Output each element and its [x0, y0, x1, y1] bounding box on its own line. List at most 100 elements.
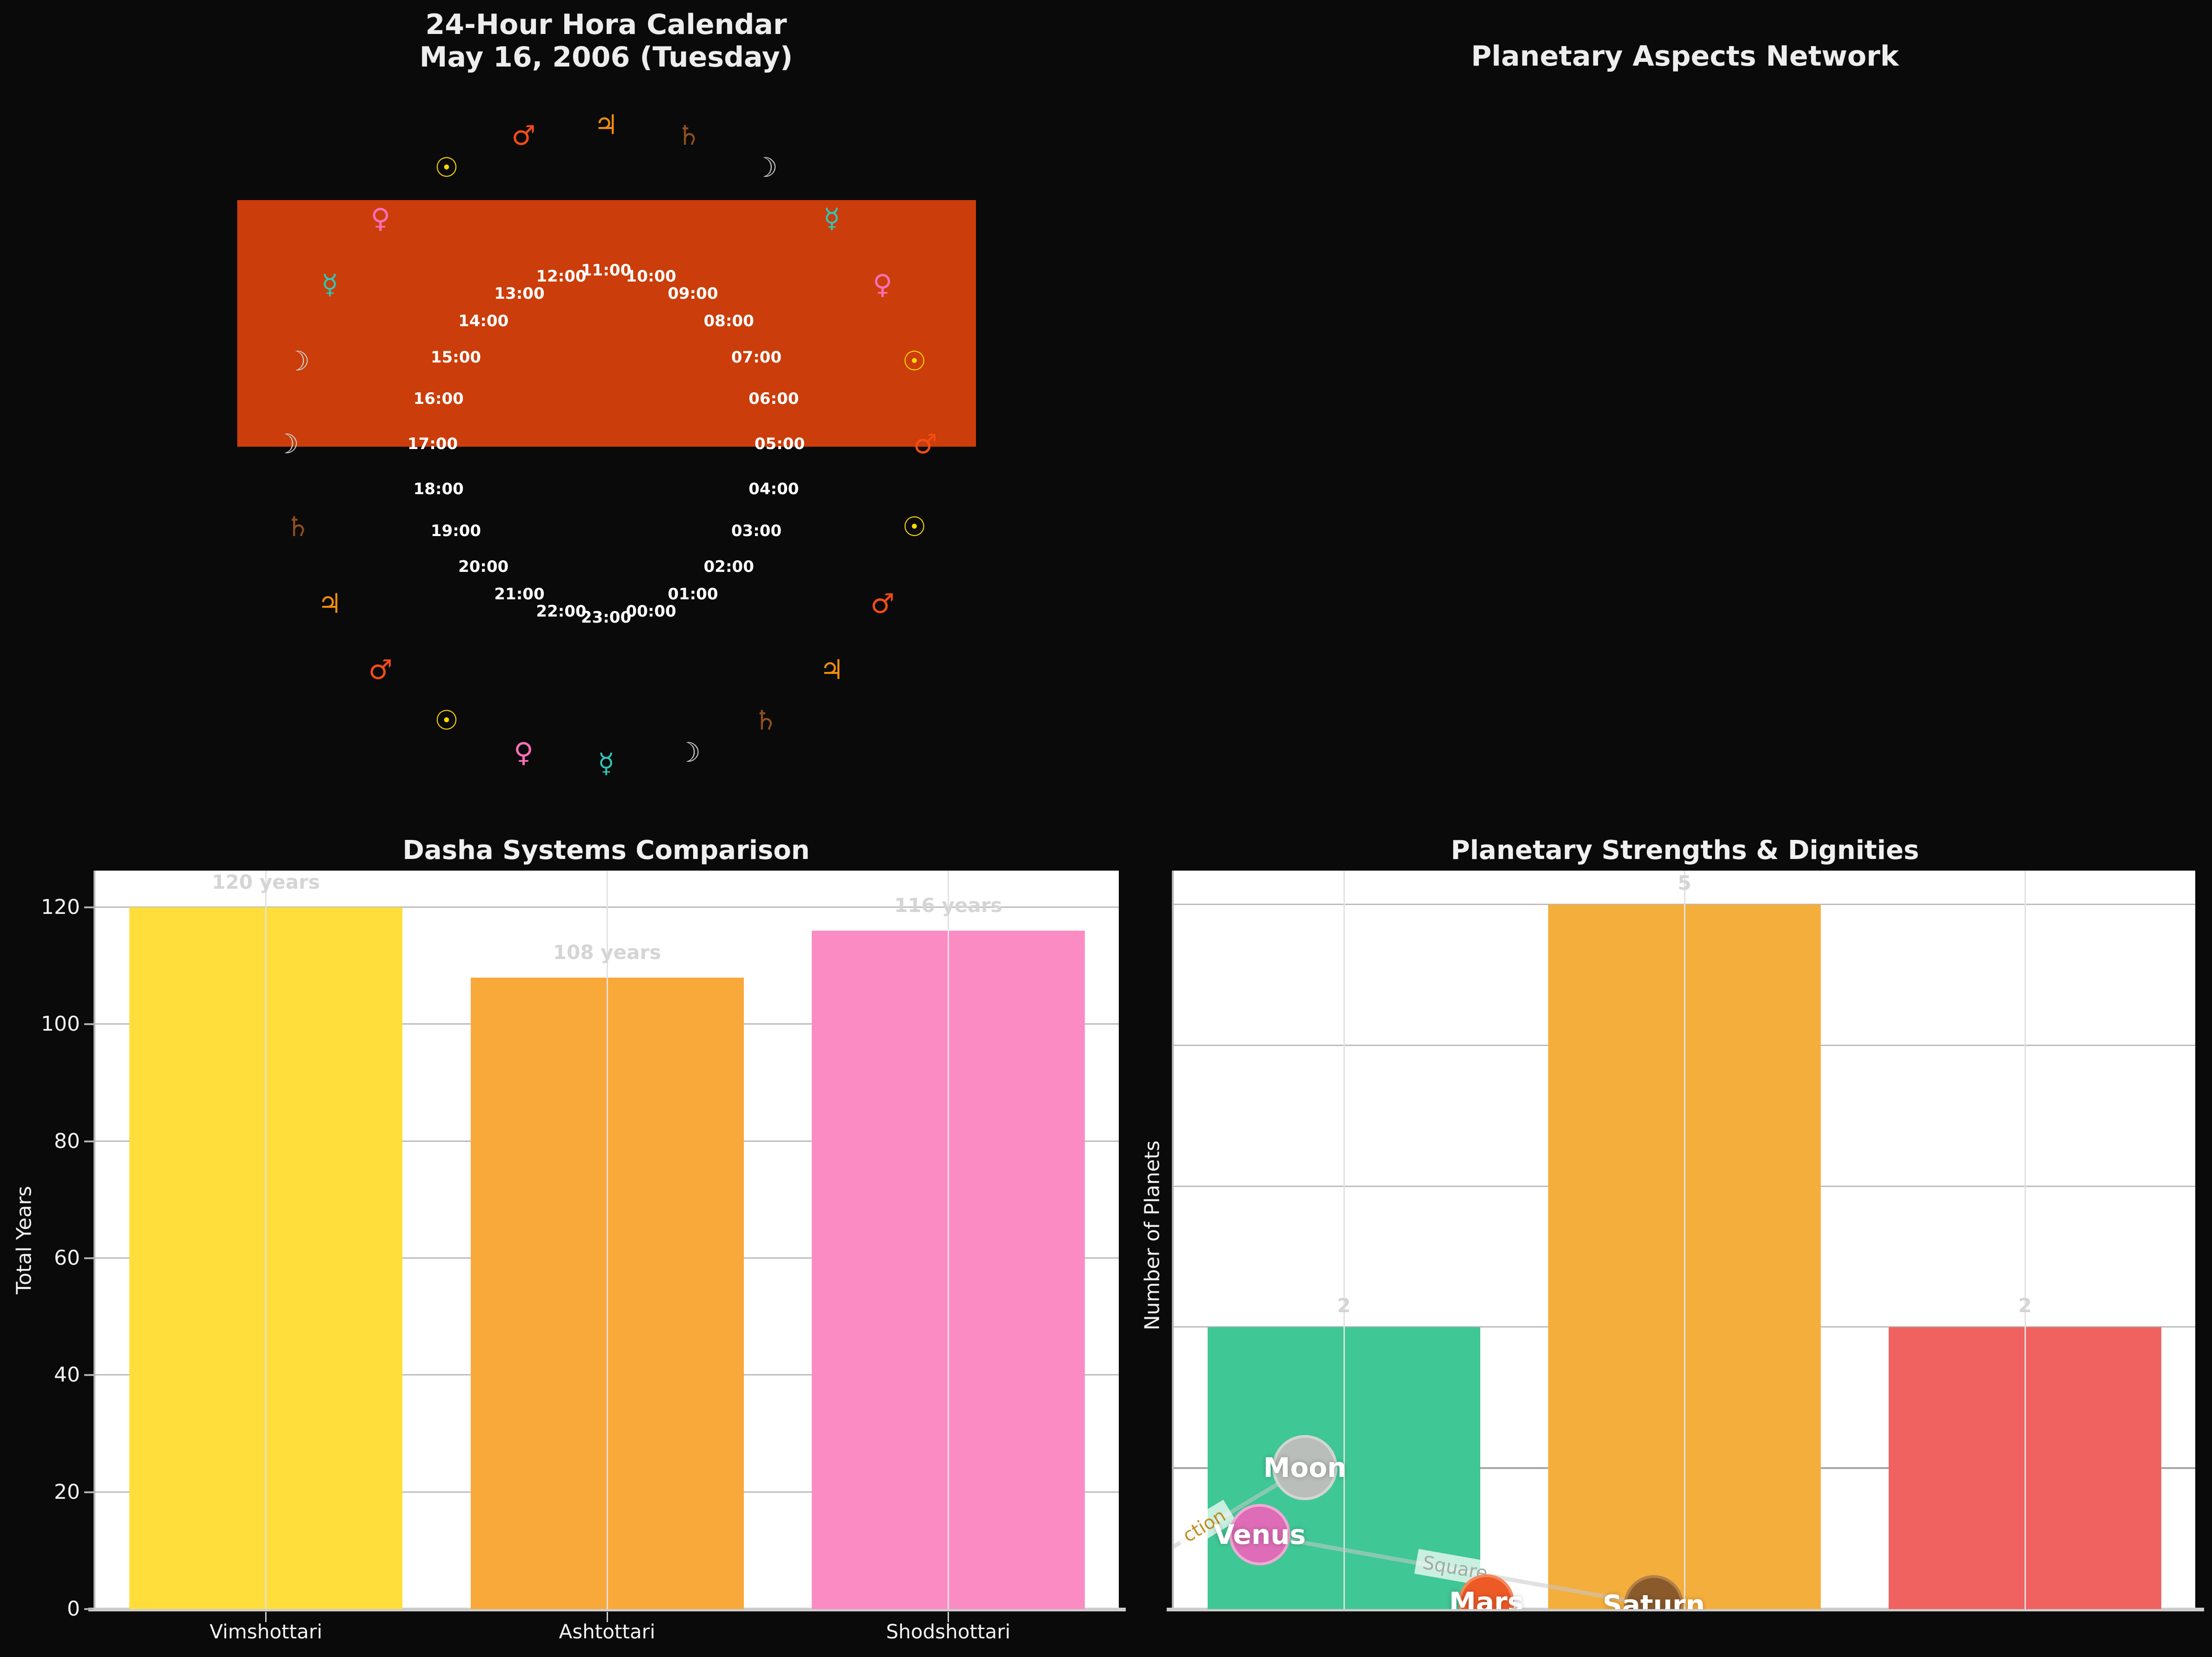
x-tick-label-Ashtottari: Ashtottari [559, 1620, 655, 1643]
hora-time-09:00: 09:00 [668, 284, 718, 303]
moon-symbol: ☽ [676, 736, 701, 768]
hora-time-19:00: 19:00 [430, 521, 481, 540]
moon-symbol: ☽ [286, 345, 310, 377]
mars-symbol: ♂ [511, 120, 536, 152]
venus-symbol: ♀ [514, 736, 534, 768]
moon-symbol: ☽ [275, 428, 299, 460]
mercury-symbol: ☿ [321, 268, 338, 300]
sun-symbol: ☉ [434, 704, 459, 737]
hora-time-01:00: 01:00 [668, 585, 718, 604]
y-tick-label-80: 80 [54, 1129, 80, 1153]
hora-time-14:00: 14:00 [458, 312, 509, 331]
hora-time-20:00: 20:00 [458, 557, 509, 576]
planet-node-venus [1229, 1504, 1290, 1565]
y-tick-label-60: 60 [54, 1246, 80, 1270]
hora-time-22:00: 22:00 [536, 602, 587, 621]
hora-time-07:00: 07:00 [731, 348, 782, 367]
hora-time-10:00: 10:00 [626, 267, 676, 286]
y-tick-label-0: 0 [67, 1597, 80, 1621]
hora-time-04:00: 04:00 [748, 479, 799, 498]
moon-symbol: ☽ [754, 151, 778, 183]
bar-value-label: 116 years [894, 894, 1002, 917]
y-tick-label-120: 120 [41, 895, 80, 919]
x-tick-label-Shodshottari: Shodshottari [886, 1620, 1011, 1643]
gridline-x-1 [606, 871, 608, 1609]
hora-time-17:00: 17:00 [407, 435, 458, 453]
bar-value-label: 108 years [553, 940, 662, 964]
strengths-y-axis-label: Number of Planets [1140, 1140, 1164, 1330]
hora-title-line1: 24-Hour Hora Calendar [425, 8, 787, 41]
hora-time-03:00: 03:00 [731, 521, 782, 540]
dasha-plot-area: 120 years 108 years 116 years [95, 871, 1119, 1609]
dasha-y-axis-label: Total Years [12, 1186, 36, 1295]
dasha-left-spine [94, 871, 95, 1611]
saturn-symbol: ♄ [286, 510, 310, 543]
planet-node-label: Saturn [1603, 1589, 1705, 1609]
gridline-x-2 [2024, 871, 2026, 1609]
x-tick-Vimshottari [265, 1612, 267, 1622]
mercury-symbol: ☿ [823, 202, 840, 234]
hora-time-11:00: 11:00 [581, 261, 632, 280]
saturn-symbol: ♄ [754, 704, 778, 737]
saturn-symbol: ♄ [676, 120, 701, 152]
y-tick-120 [84, 906, 94, 908]
jupiter-symbol: ♃ [820, 654, 844, 686]
y-tick-40 [84, 1374, 94, 1376]
mars-symbol: ♂ [913, 428, 937, 460]
gridline-x-0 [1343, 871, 1345, 1609]
hora-time-02:00: 02:00 [703, 557, 754, 576]
hora-time-00:00: 00:00 [626, 602, 676, 621]
y-tick-60 [84, 1257, 94, 1259]
hora-time-08:00: 08:00 [703, 312, 754, 331]
dasha-x-axis [88, 1608, 1126, 1611]
gridline-x-2 [947, 871, 949, 1609]
y-tick-100 [84, 1023, 94, 1026]
hora-clock: 00:00 ☽ 01:00 ♄ 02:00 ♃ 03:00 ♂ 04:00 ☉ 05:00 ♂ 06:0… [0, 0, 1116, 838]
strengths-plot-area: 2 5 2 ction Square Moon Venus Mars Saturn [1174, 871, 2195, 1609]
hora-time-23:00: 23:00 [581, 608, 632, 627]
hora-time-06:00: 06:00 [748, 389, 799, 409]
planet-node-label: Venus [1213, 1519, 1306, 1550]
gridline-x-1 [1684, 871, 1685, 1609]
y-tick-0 [84, 1608, 94, 1610]
strengths-chart-title: Planetary Strengths & Dignities [1450, 835, 1919, 865]
bar-value-label: 5 [1677, 872, 1691, 894]
x-tick-Ashtottari [606, 1612, 608, 1622]
x-tick-Shodshottari [947, 1612, 949, 1622]
gridline-x-0 [265, 871, 267, 1609]
hora-time-05:00: 05:00 [754, 435, 805, 453]
jupiter-symbol: ♃ [594, 109, 618, 141]
venus-symbol: ♀ [872, 268, 893, 300]
y-tick-20 [84, 1491, 94, 1493]
planet-node-label: Mars [1449, 1586, 1524, 1609]
mars-symbol: ♂ [368, 654, 393, 686]
bar-value-label: 2 [2018, 1294, 2032, 1317]
sun-symbol: ☉ [902, 345, 927, 377]
y-tick-label-20: 20 [54, 1480, 80, 1504]
y-tick-label-40: 40 [54, 1363, 80, 1387]
hora-time-12:00: 12:00 [536, 267, 587, 286]
jupiter-symbol: ♃ [317, 588, 342, 619]
planet-node-moon [1272, 1435, 1337, 1500]
x-tick-label-Vimshottari: Vimshottari [209, 1620, 322, 1643]
mars-symbol: ♂ [870, 588, 895, 619]
hora-time-15:00: 15:00 [430, 348, 481, 367]
aspects-title: Planetary Aspects Network [1471, 40, 1899, 73]
bar-value-label: 120 years [212, 871, 320, 893]
mercury-symbol: ☿ [598, 747, 615, 779]
hora-time-18:00: 18:00 [413, 479, 464, 498]
strengths-left-spine [1172, 871, 1174, 1611]
hora-time-16:00: 16:00 [413, 389, 464, 409]
y-tick-label-100: 100 [41, 1012, 80, 1036]
daytime-highlight-band [237, 200, 976, 447]
sun-symbol: ☉ [902, 510, 927, 543]
bar-value-label: 2 [1337, 1294, 1351, 1317]
dasha-chart-title: Dasha Systems Comparison [402, 835, 810, 865]
hora-time-13:00: 13:00 [494, 284, 545, 303]
hora-time-21:00: 21:00 [494, 585, 545, 604]
venus-symbol: ♀ [370, 202, 391, 234]
hora-title-line2: May 16, 2006 (Tuesday) [419, 41, 793, 74]
strengths-x-axis [1167, 1608, 2204, 1611]
planet-node-label: Moon [1263, 1452, 1347, 1483]
